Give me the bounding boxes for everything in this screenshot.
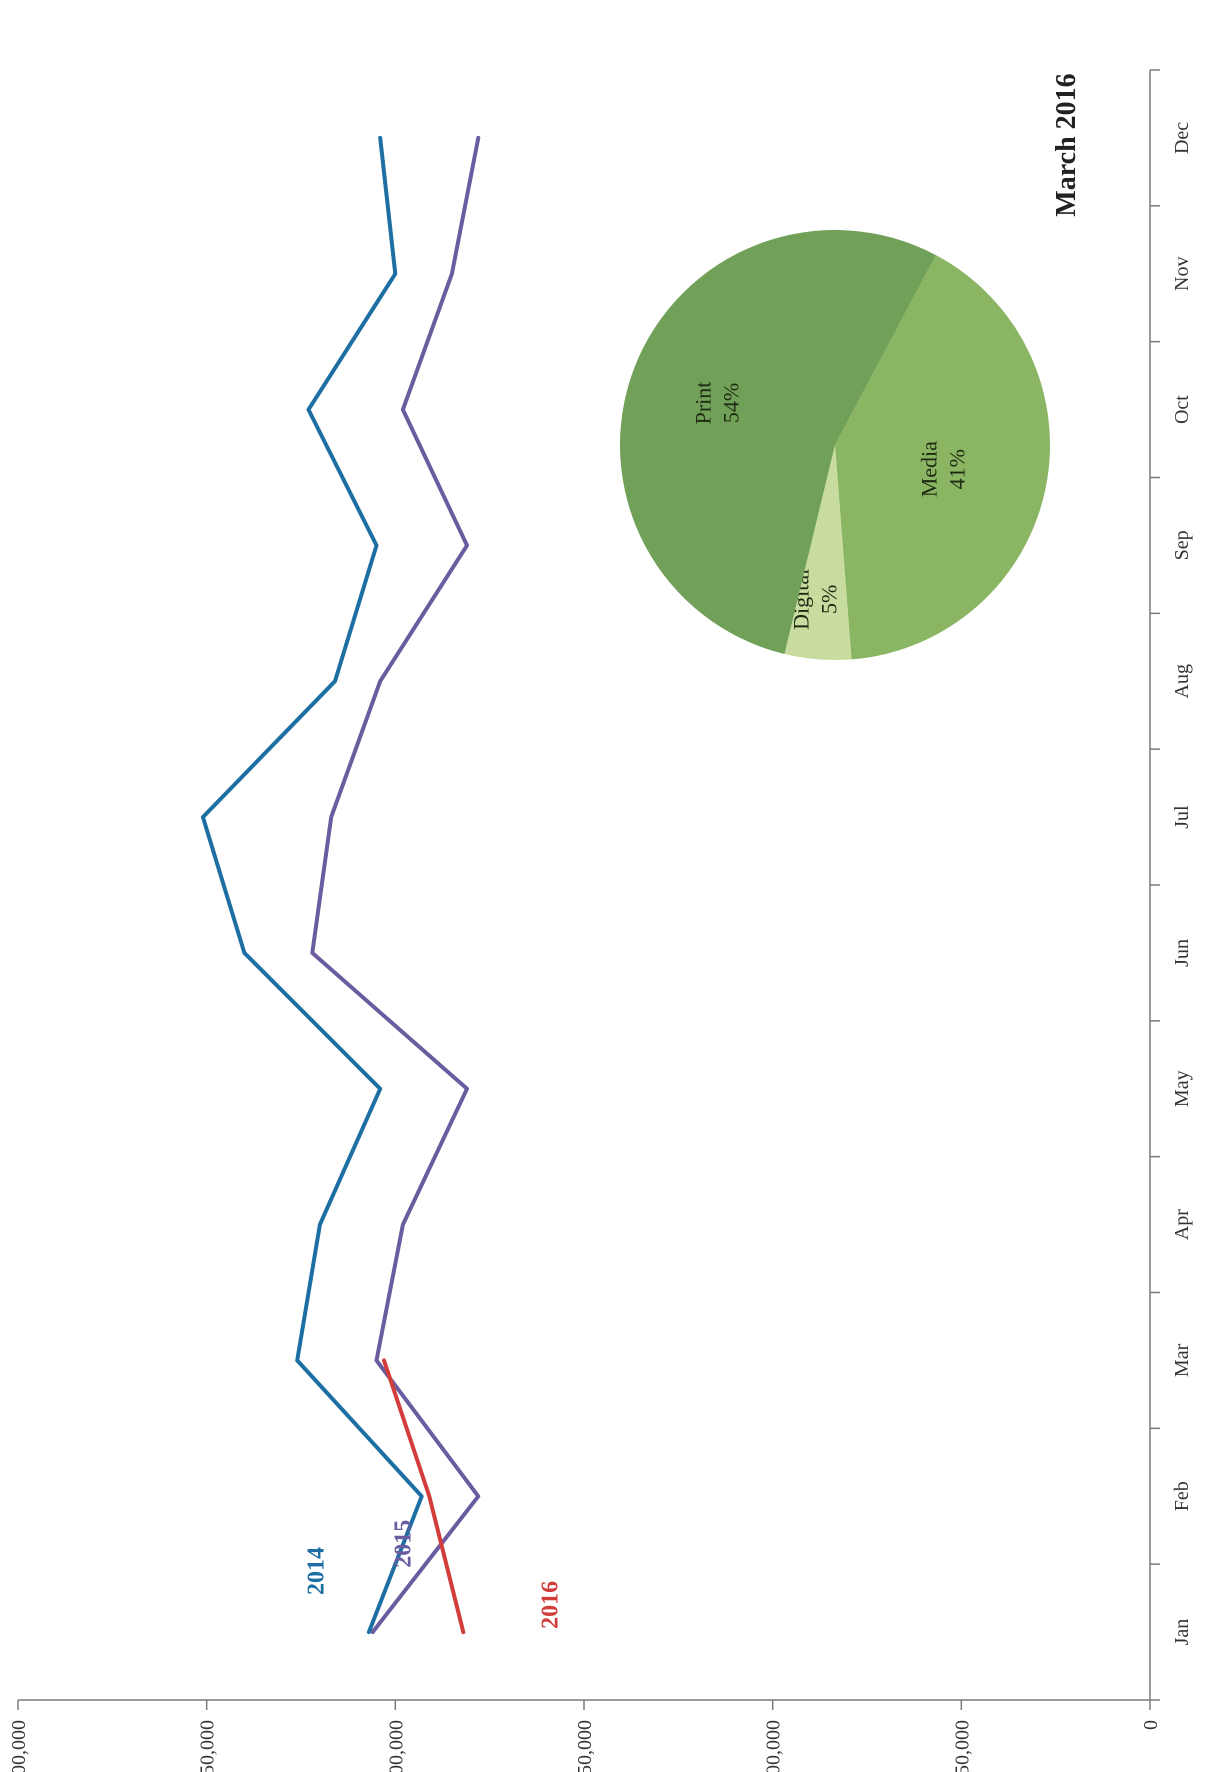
pie-slice-print [619, 229, 936, 654]
month-label-mar: Mar [1171, 1343, 1193, 1377]
data-point-2015-dec [477, 137, 479, 139]
data-point-2016-mar [383, 1359, 385, 1361]
data-point-2014-apr [319, 1224, 321, 1226]
data-point-2015-nov [451, 273, 453, 275]
data-point-2014-jan [368, 1631, 370, 1633]
pie-value-print: 54% [718, 383, 743, 423]
pie-chart: Media 41%Digital 5%Print 54%March 2016 [619, 73, 1082, 661]
data-point-2014-dec [379, 137, 381, 139]
month-label-dec: Dec [1171, 122, 1193, 154]
pie-value-digital: 5% [817, 585, 842, 614]
data-point-2015-feb [477, 1495, 479, 1497]
month-label-may: May [1171, 1070, 1193, 1107]
month-label-nov: Nov [1171, 257, 1193, 291]
data-point-2014-mar [296, 1359, 298, 1361]
data-point-2015-jan [372, 1631, 374, 1633]
value-tick-label: 100,000 [763, 1720, 785, 1772]
pie-title: March 2016 [1051, 73, 1082, 216]
data-point-2015-mar [375, 1359, 377, 1361]
pie-slice-digital [784, 445, 852, 661]
data-point-2015-apr [402, 1224, 404, 1226]
line-chart: 0 50,000 100,000 150,000 200,000 250,000 300,0… [8, 69, 1193, 1772]
data-point-2015-jul [330, 816, 332, 818]
month-label-feb: Feb [1171, 1481, 1193, 1511]
month-label-jun: Jun [1171, 939, 1193, 967]
month-label-jul: Jul [1171, 805, 1193, 829]
data-point-2015-oct [402, 409, 404, 411]
data-point-2014-feb [421, 1495, 423, 1497]
data-point-2014-jun [243, 952, 245, 954]
value-tick-label: 250,000 [197, 1720, 219, 1772]
value-tick-label: 300,000 [8, 1720, 30, 1772]
month-label-aug: Aug [1171, 664, 1193, 698]
data-point-2016-jan [462, 1631, 464, 1633]
value-tick-label: 200,000 [385, 1720, 407, 1772]
data-point-2014-jul [202, 816, 204, 818]
value-tick-label: 50,000 [951, 1720, 973, 1772]
data-point-2015-may [466, 1088, 468, 1090]
data-point-2014-oct [308, 409, 310, 411]
data-point-2015-jun [311, 952, 313, 954]
pie-value-media: 41% [945, 449, 970, 489]
data-point-2014-may [379, 1088, 381, 1090]
month-label-apr: Apr [1171, 1209, 1193, 1240]
pie-label-print: Print [690, 382, 715, 425]
data-point-2015-sep [466, 544, 468, 546]
data-point-2014-sep [375, 544, 377, 546]
month-label-sep: Sep [1171, 530, 1193, 560]
pie-label-media: Media [917, 441, 942, 497]
month-label-oct: Oct [1171, 395, 1193, 424]
pie-slice-media [835, 255, 1051, 660]
value-tick-label: 150,000 [574, 1720, 596, 1772]
data-point-2014-aug [334, 680, 336, 682]
series-label-2015: 2015 [390, 1520, 416, 1568]
value-tick-label: 0 [1140, 1720, 1162, 1730]
data-point-2014-nov [394, 273, 396, 275]
data-point-2015-aug [379, 680, 381, 682]
series-label-2014: 2014 [304, 1547, 330, 1595]
data-point-2016-feb [428, 1495, 430, 1497]
month-label-jan: Jan [1171, 1619, 1193, 1646]
series-label-2016: 2016 [538, 1581, 564, 1629]
series-line-2014 [200, 135, 424, 1635]
